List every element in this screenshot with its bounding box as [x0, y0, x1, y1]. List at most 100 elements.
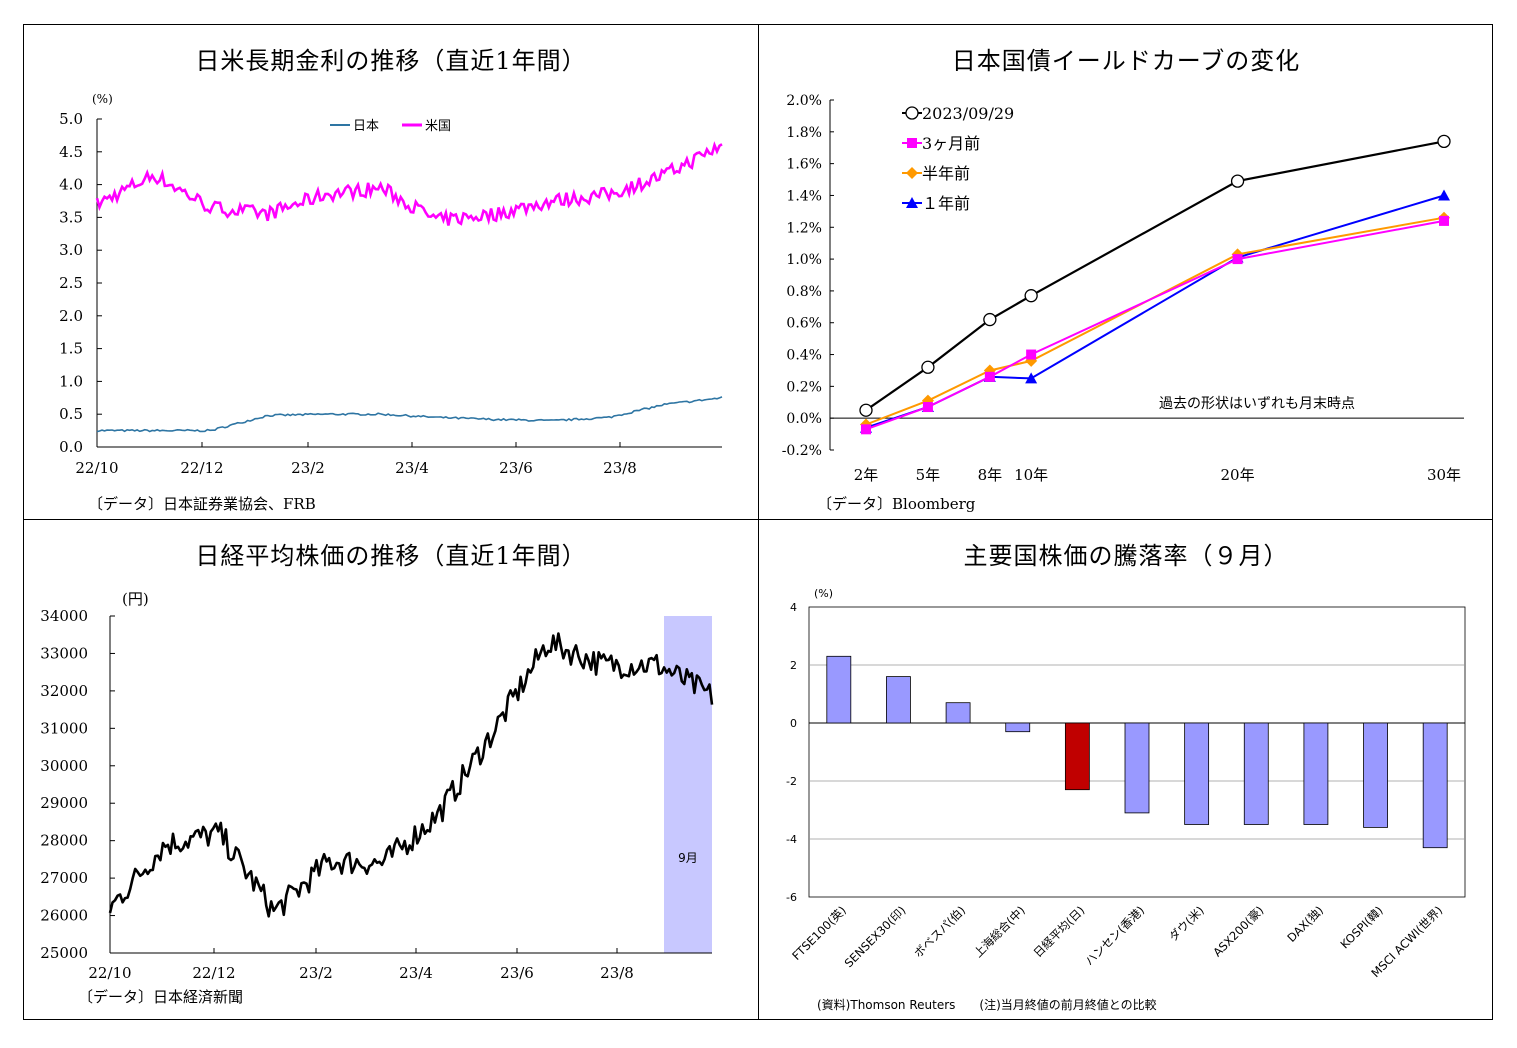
legend-marker-2 — [906, 167, 918, 179]
data-point-0 — [983, 312, 997, 327]
y-tick-label: 32000 — [40, 682, 88, 700]
y-tick-label: 2.5 — [59, 274, 83, 292]
x-tick-label: 23/8 — [603, 459, 637, 477]
data-point-0 — [1024, 289, 1038, 303]
x-tick-label: FTSE100(英) — [789, 903, 849, 963]
x-tick-label: SENSEX30(印) — [842, 903, 909, 970]
y-tick-label: 1.4% — [786, 188, 822, 204]
nikkei-chart: 9月 25000 26000 27000 28000 29000 30000 31000 320… — [40, 590, 714, 980]
panel-yield-curve: 日本国債イールドカーブの変化 -0.2% 0.0% 0.2% 0.4% 0.6% 0.8%… — [759, 25, 1493, 519]
bar-1 — [886, 676, 911, 724]
x-tick-label: ASX200(豪) — [1210, 903, 1266, 959]
panel-divider-vertical — [758, 24, 759, 1020]
y-tick-label: 0.0% — [786, 411, 822, 427]
chart-title: 主要国株価の騰落率（９月） — [963, 542, 1289, 570]
data-source: (資料)Thomson Reuters (注)当月終値の前月終値との比較 — [817, 998, 1157, 1012]
y-tick-label: -0.2% — [782, 443, 822, 459]
x-tick-label: 23/6 — [499, 459, 533, 477]
chart-title: 日経平均株価の推移（直近1年間） — [195, 542, 587, 570]
x-tick-label: 23/4 — [399, 964, 433, 980]
y-tick-label: -6 — [786, 891, 797, 904]
x-tick-label: 22/12 — [180, 459, 223, 477]
y-tick-label: 4.5 — [59, 143, 83, 161]
bar-4 — [1064, 722, 1090, 791]
panel-divider-horizontal — [23, 519, 1493, 520]
chart-title: 日本国債イールドカーブの変化 — [951, 47, 1301, 75]
data-source: 〔データ〕日本証券業協会、FRB — [88, 495, 316, 513]
legend-label-2: 半年前 — [922, 164, 970, 183]
yield-chart: 0.0 0.5 1.0 1.5 2.0 2.5 3.0 3.5 4.0 4.5 5.0 (%) 22/1… — [59, 92, 723, 477]
x-tick-label: 23/2 — [299, 964, 333, 980]
data-point-3 — [1438, 189, 1450, 201]
x-tick-label: 23/2 — [291, 459, 325, 477]
series-line-2 — [865, 216, 1445, 426]
bar-10 — [1422, 722, 1448, 849]
x-tick-label: 23/8 — [600, 964, 634, 980]
y-tick-label: 28000 — [40, 832, 88, 850]
y-tick-label: 1.5 — [59, 340, 83, 358]
y-tick-label: 4 — [790, 601, 797, 614]
y-tick-label: 25000 — [40, 944, 88, 962]
data-point-0 — [1437, 134, 1451, 149]
chart-note: 過去の形状はいずれも月末時点 — [1159, 396, 1355, 412]
series-line-0 — [865, 140, 1445, 412]
data-point-0 — [921, 360, 935, 374]
bar-5 — [1124, 722, 1150, 814]
bar-0 — [826, 655, 852, 724]
data-point-1 — [861, 424, 871, 435]
bar-2 — [945, 702, 971, 724]
bar-9 — [1363, 722, 1388, 828]
yield-curve-chart: -0.2% 0.0% 0.2% 0.4% 0.6% 0.8% 1.0% 1.2% 1.4% 1.6… — [782, 93, 1464, 484]
y-tick-label: 0.8% — [786, 284, 822, 300]
bar-7 — [1243, 722, 1269, 825]
y-tick-label: 1.8% — [786, 125, 822, 141]
data-point-1 — [1439, 215, 1449, 226]
data-point-1 — [922, 402, 933, 413]
legend-marker-3 — [906, 197, 918, 208]
y-tick-label: 0.4% — [786, 348, 822, 364]
y-tick-label: 29000 — [40, 794, 88, 812]
highlight-label: 9月 — [678, 851, 698, 865]
legend-label-us: 米国 — [425, 119, 451, 134]
y-tick-label: 0.2% — [786, 379, 822, 395]
data-point-0 — [859, 403, 873, 417]
panel-jp-us-yield: 日米長期金利の推移（直近1年間） 0.0 0.5 1.0 1.5 2.0 2.5 3.0 3.… — [24, 25, 758, 519]
bar-3 — [1005, 722, 1031, 733]
legend-label-1: 3ヶ月前 — [922, 134, 980, 153]
x-tick-label: 22/10 — [75, 459, 118, 477]
data-point-1 — [1232, 254, 1243, 265]
series-line-1 — [865, 219, 1445, 431]
y-tick-label: 1.0% — [786, 252, 822, 268]
x-tick-label: 2年 — [854, 466, 879, 484]
x-tick-label: 22/12 — [192, 964, 235, 980]
y-tick-label: -2 — [786, 775, 797, 788]
y-tick-label: 0.5 — [59, 405, 83, 423]
x-tick-label: 30年 — [1427, 466, 1461, 484]
data-point-1 — [984, 371, 995, 382]
x-tick-label: 10年 — [1014, 466, 1048, 484]
y-tick-label: 2.0% — [786, 93, 822, 109]
chart-title: 日米長期金利の推移（直近1年間） — [195, 47, 587, 75]
series-line-3 — [865, 194, 1445, 429]
y-unit-label: (円) — [122, 590, 149, 608]
x-tick-label: DAX(独) — [1284, 903, 1326, 945]
y-unit-label: (%) — [92, 92, 113, 106]
x-tick-label: 23/6 — [500, 964, 534, 980]
x-tick-label: 23/4 — [395, 459, 429, 477]
x-tick-label: ダウ(米) — [1166, 903, 1207, 944]
y-tick-label: 4.0 — [59, 176, 83, 194]
x-tick-label: KOSPI(韓) — [1338, 903, 1386, 951]
legend-label-3: １年前 — [922, 194, 970, 213]
legend-label-japan: 日本 — [353, 119, 379, 134]
x-tick-label: 日経平均(日) — [1031, 903, 1088, 960]
data-source: 〔データ〕日本経済新聞 — [78, 988, 244, 1006]
y-tick-label: 3.0 — [59, 241, 83, 259]
data-point-1 — [1026, 349, 1037, 360]
highlight-band-september — [664, 616, 712, 953]
y-tick-label: 1.2% — [786, 220, 822, 236]
y-tick-label: 0 — [790, 717, 797, 730]
y-tick-label: 0.0 — [59, 438, 83, 456]
y-unit-label: (%) — [814, 587, 833, 600]
x-tick-label: ハンセン(香港) — [1082, 903, 1147, 968]
data-point-3 — [1025, 372, 1038, 384]
